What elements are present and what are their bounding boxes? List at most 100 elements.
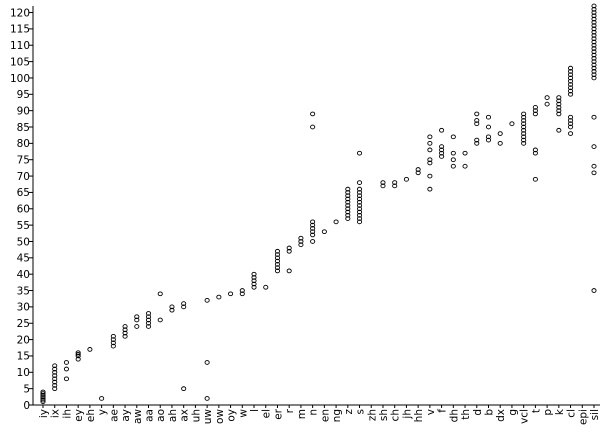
data-point — [556, 105, 562, 110]
y-tick-label: 40 — [17, 269, 30, 281]
data-points — [40, 3, 597, 405]
x-tick-label: jh — [401, 409, 413, 420]
data-point — [439, 144, 445, 149]
data-point — [356, 190, 363, 195]
x-tick-label: sil — [589, 409, 601, 420]
data-point — [450, 134, 456, 140]
y-axis-ticks: 0 5 10 15 20 25 30 35 40 45 50 55 60 65 70 75 80 85 90 95 10… — [10, 7, 33, 412]
x-tick-label: uw — [202, 409, 214, 425]
data-point — [556, 108, 562, 114]
data-point — [568, 78, 574, 84]
data-point — [345, 199, 351, 205]
data-point — [134, 324, 140, 329]
data-point — [122, 330, 128, 336]
data-point — [110, 337, 116, 342]
data-point — [591, 72, 597, 78]
data-point — [591, 39, 597, 45]
data-point — [145, 317, 152, 323]
data-point — [485, 134, 492, 140]
data-point — [356, 212, 363, 218]
data-point — [274, 252, 281, 257]
data-point — [450, 150, 456, 156]
data-point — [591, 65, 597, 71]
y-tick-label: 15 — [17, 351, 30, 363]
data-point — [556, 95, 562, 100]
data-point — [568, 72, 574, 78]
x-tick-label: k — [554, 408, 566, 415]
data-point — [345, 203, 351, 208]
data-point — [345, 216, 351, 221]
data-point — [521, 131, 527, 136]
data-point — [591, 170, 597, 176]
x-tick-label: er — [272, 408, 284, 419]
data-point — [439, 147, 445, 153]
data-point — [591, 288, 597, 293]
x-tick-label: oy — [226, 409, 238, 422]
data-point — [356, 196, 363, 202]
data-point — [75, 353, 81, 359]
data-point — [474, 121, 480, 127]
data-point — [310, 222, 316, 228]
data-point — [521, 141, 527, 146]
data-point — [474, 141, 480, 146]
data-point — [556, 111, 562, 117]
data-point — [544, 101, 550, 107]
data-point — [239, 288, 245, 293]
data-point — [251, 278, 257, 284]
x-tick-label: hh — [413, 409, 425, 422]
data-point — [274, 248, 281, 254]
data-point — [591, 20, 597, 25]
data-point — [450, 163, 456, 169]
data-point — [544, 95, 550, 100]
x-tick-label: el — [261, 409, 273, 418]
x-tick-label: y — [97, 409, 109, 415]
data-point — [591, 49, 597, 55]
x-tick-label: ey — [73, 409, 85, 422]
y-tick-label: 25 — [17, 318, 30, 330]
data-point — [122, 327, 128, 333]
data-point — [122, 324, 128, 329]
data-point — [274, 265, 281, 270]
y-tick-label: 50 — [17, 236, 30, 248]
data-point — [591, 52, 597, 58]
y-tick-label: 115 — [10, 24, 30, 36]
data-point — [63, 376, 69, 382]
data-point — [568, 124, 574, 130]
data-point — [310, 232, 316, 238]
data-point — [345, 186, 351, 192]
data-point — [75, 350, 81, 356]
data-point — [356, 206, 363, 212]
x-tick-label: w — [237, 409, 249, 418]
data-point — [298, 235, 304, 241]
data-point — [134, 317, 140, 323]
data-point — [310, 226, 316, 231]
data-point — [556, 101, 562, 107]
y-tick-label: 30 — [17, 302, 30, 314]
y-tick-label: 100 — [10, 73, 30, 85]
data-point — [333, 219, 339, 225]
data-point — [122, 333, 128, 339]
data-point — [228, 291, 234, 297]
data-point — [310, 219, 316, 225]
x-tick-label: ow — [214, 409, 226, 424]
x-tick-label: eh — [85, 409, 97, 422]
x-tick-label: ng — [331, 409, 343, 422]
data-point — [63, 366, 69, 372]
data-point — [591, 26, 597, 32]
data-point — [392, 180, 398, 185]
data-point — [556, 98, 562, 104]
data-point — [40, 396, 46, 401]
y-tick-label: 55 — [17, 220, 30, 232]
x-tick-label: ih — [61, 409, 73, 419]
x-tick-label: ao — [155, 409, 167, 422]
data-point — [521, 127, 527, 133]
data-point — [462, 163, 468, 169]
data-point — [591, 59, 597, 64]
data-point — [392, 183, 398, 189]
data-point — [568, 131, 574, 136]
data-point — [181, 301, 187, 306]
data-point — [145, 320, 152, 326]
data-point — [134, 314, 140, 320]
x-tick-label: r — [284, 408, 296, 413]
data-point — [568, 65, 574, 71]
